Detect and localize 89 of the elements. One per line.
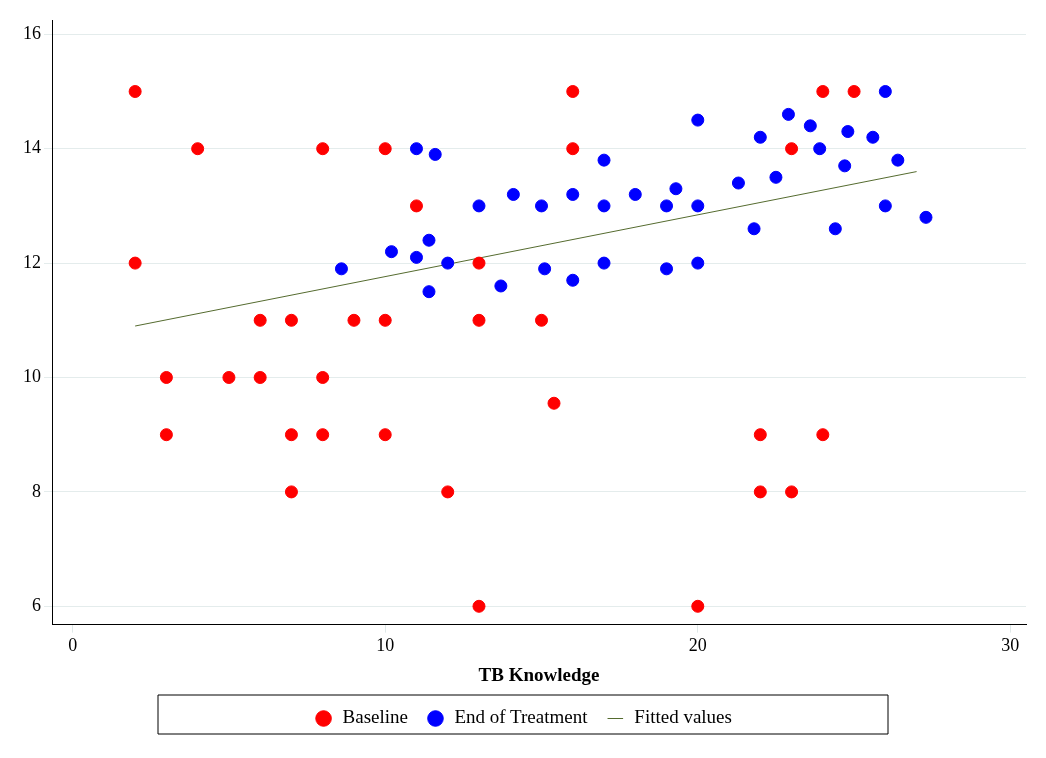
point	[535, 313, 548, 327]
point	[878, 85, 892, 98]
point	[747, 222, 761, 236]
point	[222, 371, 236, 384]
point	[753, 428, 767, 442]
point	[409, 250, 423, 264]
point	[494, 279, 508, 293]
point	[409, 142, 423, 156]
point	[597, 256, 611, 270]
x-tick-label: 20	[688, 635, 707, 656]
point	[785, 142, 799, 156]
point	[422, 285, 436, 299]
point	[472, 256, 486, 270]
point	[191, 142, 205, 156]
point	[566, 142, 580, 156]
point	[753, 130, 767, 144]
point	[472, 599, 486, 613]
point	[753, 485, 767, 499]
point	[316, 428, 330, 442]
point	[347, 313, 361, 327]
point	[566, 273, 580, 287]
point	[284, 428, 298, 442]
y-tick-label: 8	[32, 480, 41, 501]
point	[284, 313, 298, 327]
legend-label: End of Treatment	[454, 706, 589, 728]
x-axis-title: TB Knowledge	[478, 663, 600, 685]
point	[441, 485, 455, 499]
point	[566, 85, 580, 98]
x-tick-label: 30	[1001, 635, 1020, 656]
point	[409, 199, 423, 213]
point	[128, 256, 142, 270]
point	[441, 256, 455, 270]
point	[284, 485, 298, 499]
point	[472, 313, 486, 327]
point	[334, 262, 348, 276]
point	[841, 125, 855, 139]
point	[660, 262, 674, 276]
y-tick-label: 16	[23, 23, 41, 44]
point	[378, 313, 392, 327]
point	[803, 119, 817, 133]
legend-label: Baseline	[342, 706, 408, 728]
point	[159, 428, 173, 442]
point	[472, 199, 486, 213]
point	[838, 159, 852, 173]
point	[378, 142, 392, 156]
point	[691, 199, 705, 213]
point	[816, 85, 830, 98]
point	[597, 199, 611, 213]
point	[813, 142, 827, 156]
point	[506, 187, 520, 201]
point	[781, 107, 795, 121]
x-tick-label: 10	[376, 635, 395, 656]
point	[316, 371, 330, 384]
point	[878, 199, 892, 213]
point	[566, 187, 580, 201]
point	[535, 199, 548, 213]
point	[828, 222, 842, 236]
y-tick-label: 6	[32, 595, 41, 616]
y-tick-label: 10	[23, 366, 41, 387]
point	[628, 187, 642, 201]
point	[538, 262, 552, 276]
point	[919, 210, 933, 224]
point	[691, 256, 705, 270]
legend-label: Fitted values	[634, 706, 732, 728]
point	[597, 153, 611, 167]
point	[547, 396, 561, 410]
x-tick-label: 0	[68, 635, 78, 656]
point	[866, 130, 880, 144]
point	[691, 599, 705, 613]
point	[384, 245, 398, 259]
point	[785, 485, 799, 499]
point	[816, 428, 830, 442]
point	[691, 113, 705, 127]
point	[159, 371, 173, 384]
point	[731, 176, 745, 190]
y-tick-label: 14	[23, 137, 41, 158]
point	[253, 313, 267, 327]
point	[378, 428, 392, 442]
y-tick-label: 12	[23, 251, 41, 272]
point	[128, 85, 142, 98]
point	[253, 371, 267, 384]
point	[428, 147, 442, 161]
point	[422, 233, 436, 247]
point	[891, 153, 905, 167]
point	[847, 85, 861, 98]
point	[769, 170, 783, 184]
point	[316, 142, 330, 156]
point	[660, 199, 674, 213]
point	[669, 182, 683, 196]
